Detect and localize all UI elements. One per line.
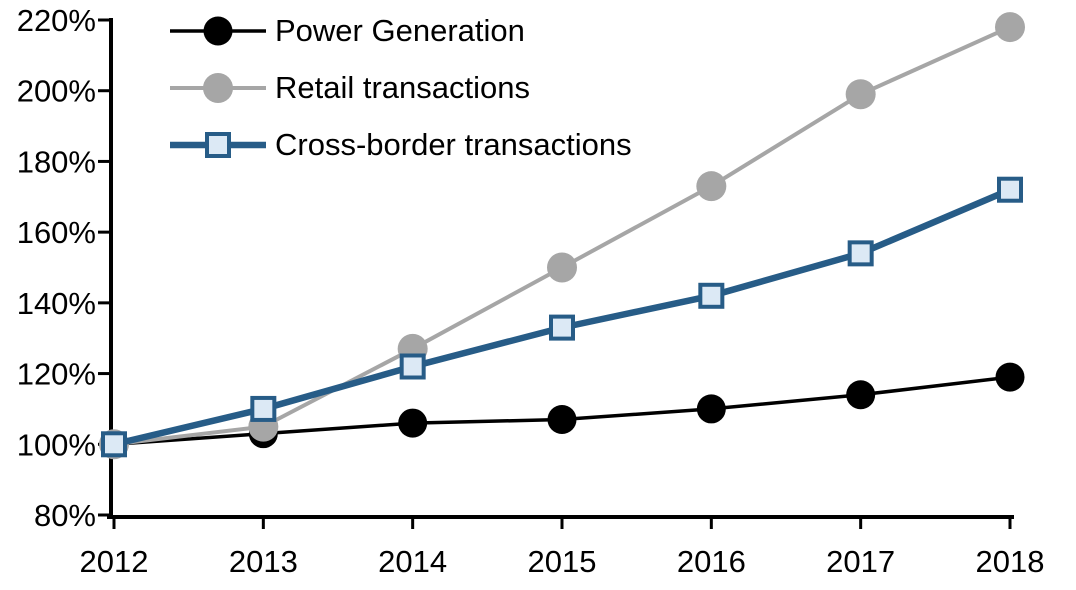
y-tick-label: 80% [34, 498, 96, 533]
series-cross-border-transactions [101, 176, 1023, 458]
data-point-retail-transactions-2015 [547, 252, 577, 283]
x-tick-label: 2015 [528, 544, 597, 579]
legend-item-cross-border-transactions: Cross-border transactions [168, 116, 632, 173]
x-tick-label: 2018 [976, 544, 1045, 579]
y-tick-label: 200% [17, 74, 96, 109]
legend-marker [203, 72, 233, 103]
legend: Power Generation Retail transactions Cro… [168, 2, 632, 173]
y-tick-label: 160% [17, 215, 96, 250]
legend-label-cross-border-transactions: Cross-border transactions [275, 127, 632, 162]
legend-item-power-generation: Power Generation [168, 2, 632, 59]
data-point-cross-border-transactions-2012 [101, 431, 127, 458]
series-power-generation [99, 362, 1025, 459]
legend-marker-cross-border-transactions [170, 131, 266, 158]
legend-label-retail-transactions: Retail transactions [275, 70, 531, 105]
data-point-retail-transactions-2017 [845, 79, 876, 110]
x-tick-label: 2013 [229, 544, 298, 579]
y-tick-label: 100% [17, 427, 96, 462]
data-point-power-generation-2018 [995, 362, 1025, 392]
data-point-cross-border-transactions-2014 [399, 353, 426, 380]
y-tick-label: 220% [17, 3, 96, 38]
legend-marker-retail-transactions [170, 72, 266, 103]
data-point-cross-border-transactions-2018 [997, 176, 1023, 203]
x-tick-label: 2016 [677, 544, 746, 579]
axes: 80% 100% 120% 140% 160% 180% 200% 220% 2012 2013 2… [17, 3, 1045, 579]
y-tick-label: 120% [17, 357, 96, 392]
data-point-retail-transactions-2016 [696, 171, 727, 202]
data-point-cross-border-transactions-2016 [698, 282, 725, 309]
data-point-power-generation-2017 [846, 380, 876, 410]
data-point-retail-transactions-2018 [995, 12, 1025, 43]
y-tick-label: 140% [17, 286, 96, 321]
data-point-power-generation-2016 [696, 394, 726, 424]
legend-marker [205, 131, 231, 158]
legend-label-power-generation: Power Generation [275, 13, 525, 48]
x-tick-label: 2014 [378, 544, 447, 579]
legend-marker [203, 16, 233, 45]
y-tick-label: 180% [17, 144, 96, 179]
legend-marker-power-generation [170, 16, 266, 45]
x-tick-label: 2012 [80, 544, 149, 579]
data-point-cross-border-transactions-2015 [549, 314, 575, 341]
legend-item-retail-transactions: Retail transactions [168, 59, 632, 116]
data-point-power-generation-2014 [398, 408, 428, 438]
x-tick-label: 2017 [826, 544, 895, 579]
data-point-cross-border-transactions-2017 [847, 240, 874, 267]
data-point-cross-border-transactions-2013 [250, 395, 277, 422]
data-point-power-generation-2015 [547, 405, 577, 435]
